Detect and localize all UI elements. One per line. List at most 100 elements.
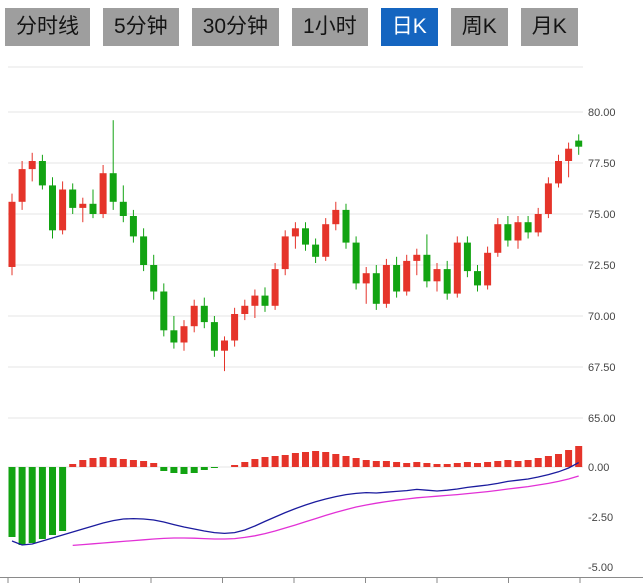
price-axis-label: 80.00	[588, 107, 616, 119]
macd-histogram-bar	[99, 457, 107, 467]
candle-body	[453, 242, 461, 294]
candle-body	[372, 273, 380, 304]
candle-body	[524, 222, 532, 233]
macd-histogram-bar	[433, 464, 441, 467]
macd-histogram-bar	[129, 460, 137, 467]
macd-histogram-bar	[352, 458, 360, 467]
macd-histogram-bar	[160, 467, 168, 471]
candle-body	[28, 161, 36, 170]
macd-histogram-bar	[79, 460, 87, 467]
candle-body	[69, 189, 77, 208]
candle-body	[575, 140, 583, 147]
macd-histogram-bar	[241, 462, 249, 467]
macd-histogram-bar	[312, 451, 320, 467]
tab-5min[interactable]: 5分钟	[103, 8, 179, 46]
candle-body	[342, 209, 350, 243]
macd-histogram-bar	[150, 463, 158, 467]
macd-histogram-bar	[484, 462, 492, 467]
tab-30min[interactable]: 30分钟	[191, 8, 280, 46]
candle-body	[99, 173, 107, 214]
candle-body	[504, 224, 512, 241]
macd-histogram-bar	[342, 456, 350, 467]
candle-body	[8, 201, 16, 267]
macd-histogram-bar	[524, 460, 532, 467]
candle-body	[291, 228, 299, 237]
candle-body	[251, 295, 259, 306]
candle-body	[49, 185, 56, 231]
macd-histogram-bar	[534, 458, 542, 467]
macd-histogram-bar	[544, 456, 552, 467]
timeframe-tabbar: 分时线 5分钟 30分钟 1小时 日K 周K 月K	[0, 0, 643, 48]
candle-body	[119, 201, 127, 216]
dif-line	[11, 462, 580, 546]
macd-histogram-bar	[180, 467, 188, 474]
macd-histogram-bar	[514, 461, 522, 467]
candle-body	[210, 322, 218, 351]
candle-body	[322, 224, 330, 257]
tab-monthly-k[interactable]: 月K	[520, 8, 578, 46]
price-axis-label: 70.00	[588, 311, 616, 323]
macd-histogram-bar	[251, 459, 259, 467]
macd-histogram-bar	[59, 467, 67, 531]
macd-histogram-bar	[504, 460, 512, 467]
macd-axis-label: 0.00	[588, 462, 609, 474]
candle-body	[170, 330, 178, 343]
macd-histogram-bar	[393, 462, 401, 467]
tab-daily-k[interactable]: 日K	[380, 8, 438, 46]
macd-histogram-bar	[291, 453, 299, 467]
candle-body	[18, 169, 26, 202]
macd-histogram-bar	[28, 467, 36, 543]
candle-body	[423, 254, 431, 282]
candle-body	[494, 224, 502, 253]
macd-histogram-bar	[413, 462, 421, 467]
macd-axis-label: -5.00	[588, 562, 613, 574]
macd-histogram-bar	[271, 456, 279, 467]
candle-body	[463, 242, 471, 272]
macd-histogram-bar	[170, 467, 178, 473]
candle-body	[352, 242, 360, 284]
tab-weekly-k[interactable]: 周K	[450, 8, 508, 46]
candle-body	[231, 314, 239, 341]
macd-histogram-bar	[302, 452, 309, 467]
candle-body	[281, 236, 289, 270]
candle-body	[59, 189, 67, 231]
tab-1hour[interactable]: 1小时	[292, 8, 368, 46]
macd-histogram-bar	[69, 464, 77, 467]
macd-histogram-bar	[190, 467, 198, 473]
candle-body	[221, 340, 228, 351]
candle-body	[79, 203, 87, 208]
macd-histogram-bar	[555, 454, 562, 467]
macd-histogram-bar	[382, 461, 390, 467]
macd-histogram-bar	[140, 461, 148, 467]
macd-histogram-bar	[261, 457, 269, 467]
price-axis-label: 72.50	[588, 260, 616, 272]
macd-histogram-bar	[403, 463, 411, 467]
candle-body	[89, 203, 97, 214]
macd-histogram-bar	[18, 467, 26, 545]
price-axis-label: 77.50	[588, 158, 616, 170]
candle-body	[484, 252, 492, 286]
macd-histogram-bar	[494, 461, 502, 467]
dea-line	[72, 475, 579, 547]
macd-histogram-bar	[372, 461, 380, 467]
macd-histogram-bar	[322, 452, 330, 467]
candle-body	[403, 260, 411, 292]
macd-histogram-bar	[38, 467, 46, 539]
candle-body	[474, 271, 481, 286]
macd-histogram-bar	[575, 446, 583, 467]
candle-body	[271, 269, 279, 306]
candle-body	[241, 305, 249, 314]
candle-body	[544, 183, 552, 214]
candle-body	[150, 265, 158, 292]
candle-body	[514, 222, 522, 241]
candle-body	[261, 295, 269, 306]
candle-body	[109, 173, 117, 202]
candle-body	[200, 305, 208, 323]
candle-body	[38, 161, 46, 186]
price-axis-label: 65.00	[588, 413, 616, 425]
tab-minute-line[interactable]: 分时线	[5, 8, 90, 46]
candle-body	[362, 273, 370, 284]
macd-histogram-bar	[565, 450, 573, 467]
macd-histogram-bar	[332, 454, 340, 467]
